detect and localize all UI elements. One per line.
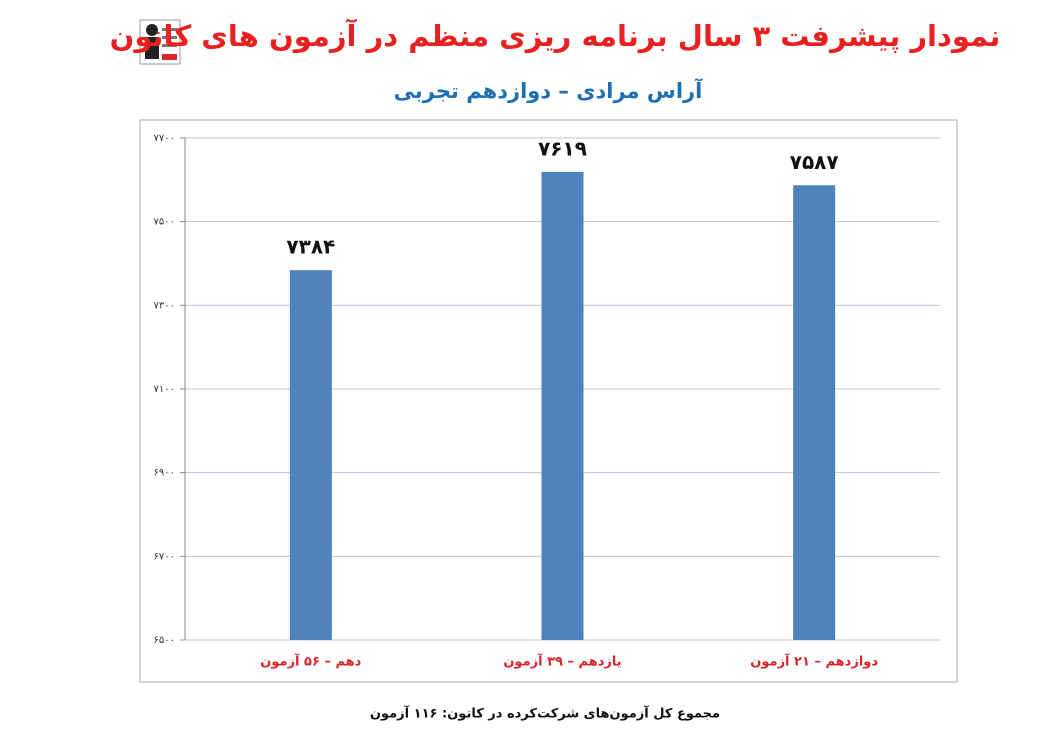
bar — [289, 270, 332, 640]
y-tick-label: ۶۵۰۰ — [154, 635, 175, 646]
y-tick-label: ۶۷۰۰ — [154, 551, 175, 562]
y-tick-label: ۷۵۰۰ — [154, 217, 175, 228]
note: مجموع کل آزمون‌های شرکت‌کرده در کانون: ۱… — [370, 705, 720, 722]
value-label: ۷۶۱۹ — [538, 136, 587, 160]
y-tick-label: ۷۷۰۰ — [154, 133, 175, 144]
value-label: ۷۵۸۷ — [790, 150, 839, 174]
y-tick-label: ۷۱۰۰ — [154, 384, 175, 395]
y-tick-label: ۶۹۰۰ — [154, 468, 175, 479]
x-tick-label: دوازدهم – ۲۱ آزمون — [750, 653, 878, 670]
y-tick-label: ۷۳۰۰ — [154, 300, 175, 311]
x-tick-label: دهم – ۵۶ آزمون — [260, 653, 361, 670]
value-label: ۷۳۸۴ — [286, 235, 335, 259]
bar — [541, 171, 584, 640]
plot-frame — [139, 119, 958, 683]
logo — [139, 19, 181, 65]
bar — [793, 185, 836, 640]
x-tick-label: یازدهم – ۳۹ آزمون — [503, 653, 621, 670]
chart-subtitle: آراس مرادی – دوازدهم تجربی — [394, 78, 703, 103]
chart-title: نمودار پیشرفت ۳ سال برنامه ریزی منظم در … — [110, 18, 1001, 54]
